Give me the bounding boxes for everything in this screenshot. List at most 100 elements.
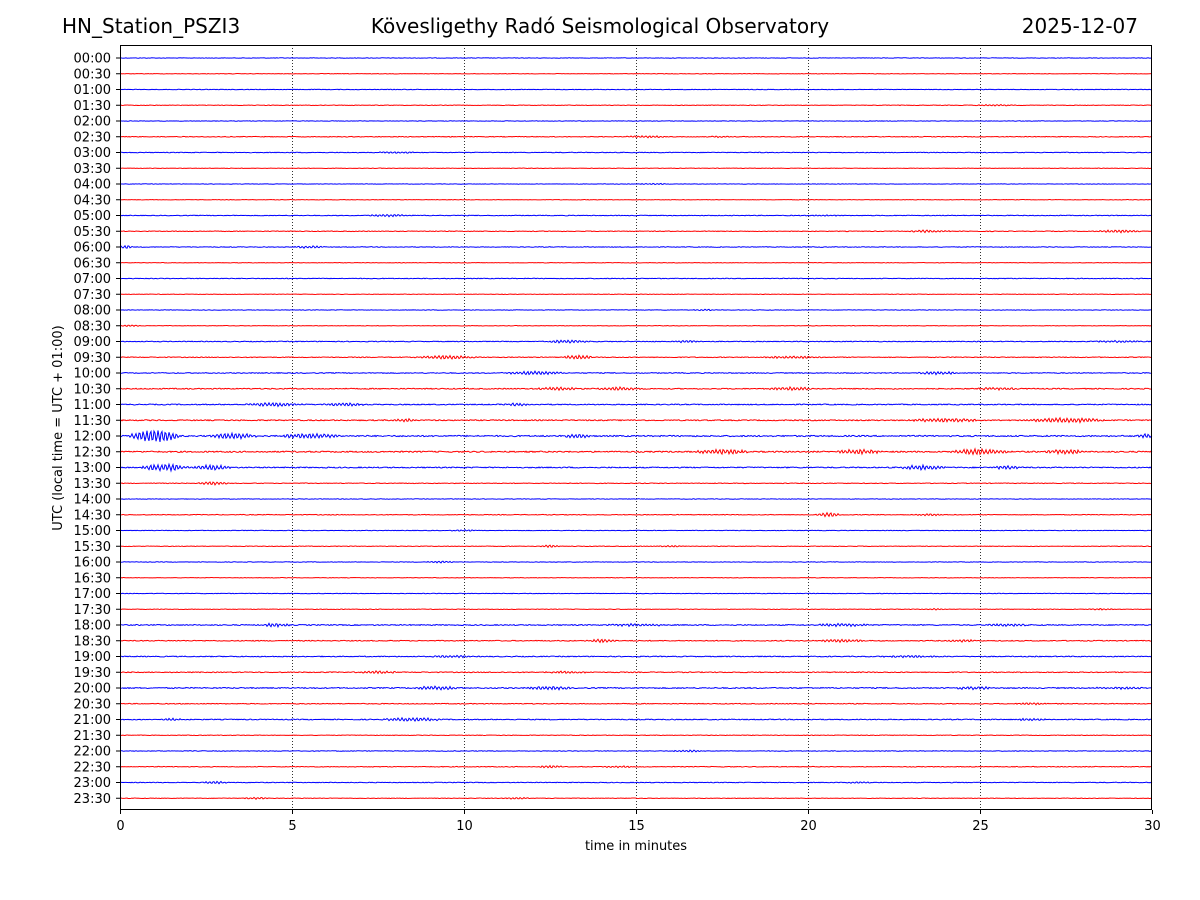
y-tick-label: 06:00 (74, 241, 111, 256)
seismic-trace (119, 370, 1153, 376)
seismic-trace (119, 685, 1153, 691)
trace-layer (119, 57, 1153, 800)
y-tick-label: 21:30 (74, 729, 111, 744)
seismic-trace (119, 669, 1153, 675)
plot-frame (120, 45, 1152, 810)
seismic-trace (119, 229, 1153, 234)
seismic-trace (119, 324, 1153, 327)
seismic-trace (119, 429, 1153, 442)
y-tick-label: 23:00 (74, 776, 111, 791)
y-tick-label: 20:30 (74, 697, 111, 712)
y-tick-label: 15:00 (74, 524, 111, 539)
y-tick-label: 22:30 (74, 760, 111, 775)
seismic-trace (119, 88, 1153, 91)
seismic-trace (119, 134, 1153, 139)
y-tick-label: 19:30 (74, 666, 111, 681)
seismic-trace (119, 120, 1153, 122)
seismic-trace (119, 416, 1153, 424)
y-tick-label: 04:00 (74, 178, 111, 193)
y-tick-label: 00:30 (74, 67, 111, 82)
seismic-trace (119, 607, 1153, 611)
seismic-trace (119, 592, 1153, 595)
y-tick-label: 12:30 (74, 445, 111, 460)
y-tick-label: 16:00 (74, 556, 111, 571)
seismic-trace (119, 244, 1153, 249)
y-tick-label: 10:00 (74, 367, 111, 382)
seismic-trace (119, 544, 1153, 549)
y-tick-label: 08:00 (74, 304, 111, 319)
seismic-trace (119, 780, 1153, 785)
y-tick-label: 03:30 (74, 162, 111, 177)
y-tick-label: 23:30 (74, 792, 111, 807)
y-tick-label: 17:30 (74, 603, 111, 618)
seismic-trace (119, 103, 1153, 107)
y-tick-label: 14:30 (74, 508, 111, 523)
y-tick-label: 01:30 (74, 99, 111, 114)
seismic-trace (119, 182, 1153, 186)
seismic-trace (119, 401, 1153, 408)
y-tick-label: 06:30 (74, 256, 111, 271)
y-tick-label: 02:30 (74, 130, 111, 145)
seismic-trace (119, 462, 1153, 473)
x-tick-label: 25 (972, 819, 989, 834)
seismic-trace (119, 57, 1153, 59)
x-tick-label: 20 (800, 819, 817, 834)
y-tick-label: 17:00 (74, 587, 111, 602)
seismic-trace (119, 560, 1153, 564)
y-tick-label: 13:30 (74, 477, 111, 492)
seismic-trace (119, 654, 1153, 659)
x-tick-label: 5 (288, 819, 296, 834)
y-tick-label: 04:30 (74, 193, 111, 208)
x-tick-label: 10 (456, 819, 473, 834)
seismic-trace (119, 308, 1153, 312)
seismic-trace (119, 702, 1153, 706)
seismic-trace (119, 385, 1153, 392)
seismic-trace (119, 529, 1153, 532)
y-tick-label: 02:00 (74, 115, 111, 130)
y-tick-label: 05:00 (74, 209, 111, 224)
seismic-trace (119, 339, 1153, 344)
y-tick-label: 11:30 (74, 414, 111, 429)
seismic-trace (119, 622, 1153, 629)
seismic-trace (119, 716, 1153, 722)
y-tick-label: 11:00 (74, 398, 111, 413)
y-tick-label: 18:00 (74, 619, 111, 634)
y-tick-label: 05:30 (74, 225, 111, 240)
y-tick-label: 12:00 (74, 430, 111, 445)
seismic-trace (119, 498, 1153, 500)
y-tick-layer: 00:0000:3001:0001:3002:0002:3003:0003:30… (74, 52, 120, 807)
seismic-trace (119, 213, 1153, 218)
seismic-trace (119, 796, 1153, 800)
y-tick-label: 01:00 (74, 83, 111, 98)
y-tick-label: 18:30 (74, 634, 111, 649)
y-tick-label: 09:00 (74, 335, 111, 350)
seismic-trace (119, 447, 1153, 456)
seismic-trace (119, 151, 1153, 154)
y-tick-label: 09:30 (74, 351, 111, 366)
y-tick-label: 20:00 (74, 682, 111, 697)
seismic-trace (119, 354, 1153, 360)
y-tick-label: 15:30 (74, 540, 111, 555)
y-tick-label: 07:30 (74, 288, 111, 303)
y-tick-label: 22:00 (74, 745, 111, 760)
station-name: HN_Station_PSZI3 (62, 14, 241, 38)
y-tick-label: 07:00 (74, 272, 111, 287)
seismic-trace (119, 638, 1153, 644)
seismic-trace (119, 511, 1153, 518)
y-tick-label: 10:30 (74, 382, 111, 397)
x-tick-label: 30 (1144, 819, 1161, 834)
chart-title: Kövesligethy Radó Seismological Observat… (370, 14, 830, 38)
y-tick-label: 21:00 (74, 713, 111, 728)
y-tick-label: 08:30 (74, 319, 111, 334)
y-tick-label: 03:00 (74, 146, 111, 161)
seismic-trace (119, 764, 1153, 769)
x-tick-label: 15 (628, 819, 645, 834)
y-tick-label: 16:30 (74, 571, 111, 586)
grid-layer (292, 45, 981, 810)
y-tick-label: 19:00 (74, 650, 111, 665)
x-tick-layer: 0 5 10 15 20 25 30 (116, 810, 1161, 834)
y-axis-label: UTC (local time = UTC + 01:00) (51, 325, 66, 530)
y-tick-label: 14:00 (74, 493, 111, 508)
seismic-trace (119, 749, 1153, 753)
